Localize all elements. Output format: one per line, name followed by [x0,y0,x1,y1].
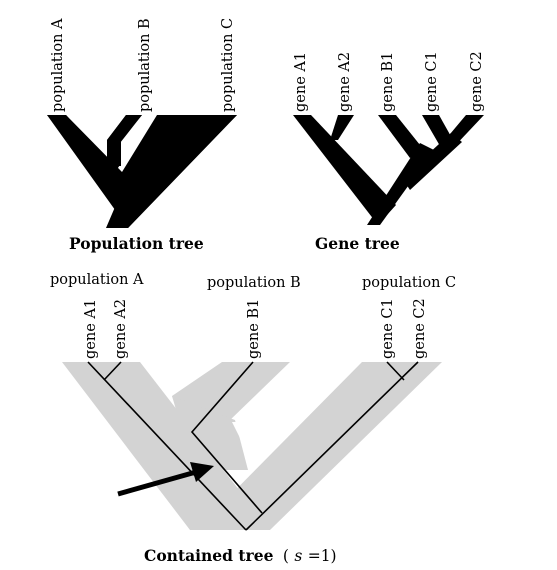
caption-rest: =1) [308,547,337,565]
shade-population-c [196,362,442,530]
contained-population-b: population B [207,275,301,291]
shade-gap [232,422,280,462]
gene-tree-branch-a1 [293,115,396,225]
contained-gene-a1: gene A1 [83,299,99,359]
population-tree-branches [47,115,237,228]
lineage-b1 [190,361,263,514]
lineage-c1 [386,361,405,381]
gene-tree-branch-c [402,133,462,190]
arrow-pointer [117,462,214,497]
lineage-c2 [245,361,419,531]
gene-tree-leaf-c1: gene C1 [424,51,440,112]
lineage-a2 [103,361,122,381]
contained-gene-c2: gene C2 [412,298,428,359]
contained-tree-caption: Contained tree ( s =1) [144,546,337,565]
population-tree-leaf-a: population A [50,18,66,112]
population-tree-leaf-c: population C [220,18,236,112]
gene-lineages [87,361,419,531]
population-tree-leaf-b: population B [137,18,153,112]
contained-population-a: population A [50,272,144,288]
contained-gene-b1: gene B1 [246,299,262,359]
shade-junction [172,396,248,470]
lineage-a1 [87,361,247,531]
gene-tree-branch-b1 [378,115,424,158]
caption-main: Contained tree [144,546,274,565]
gene-tree-branch-c1 [422,115,453,146]
contained-tree: population A population B population C g… [50,272,456,565]
gene-tree-leaf-a2: gene A2 [337,52,353,112]
gene-tree-leaf-a1: gene A1 [293,52,309,112]
caption-open: ( [283,547,289,565]
gene-tree-leaf-c2: gene C2 [469,51,485,112]
gene-tree-branch-bc [367,143,434,225]
gene-tree-caption: Gene tree [315,234,400,253]
contained-population-c: population C [362,275,456,291]
contained-gene-a2: gene A2 [113,299,129,359]
population-tree-branches-clean [47,115,237,228]
population-tree: population A population B population C P… [47,18,237,253]
gene-tree: gene A1 gene A2 gene B1 gene C1 gene C2 … [293,51,485,253]
contained-gene-c1: gene C1 [380,298,396,359]
caption-var: s [294,547,302,565]
population-tree-caption: Population tree [69,234,204,253]
gene-tree-branch-a2 [330,115,354,140]
gene-tree-leaf-b1: gene B1 [380,52,396,112]
